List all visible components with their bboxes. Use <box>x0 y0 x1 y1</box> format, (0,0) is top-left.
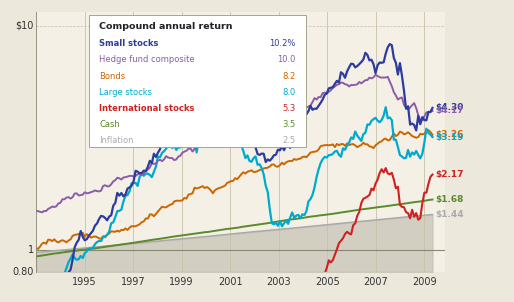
Text: $4.30: $4.30 <box>435 103 464 112</box>
Text: Small stocks: Small stocks <box>99 39 159 48</box>
FancyBboxPatch shape <box>89 15 306 147</box>
Text: 10.2%: 10.2% <box>269 39 296 48</box>
Text: 8.2: 8.2 <box>282 72 296 81</box>
Text: 5.3: 5.3 <box>282 104 296 113</box>
Text: 8.0: 8.0 <box>282 88 296 97</box>
Text: 1: 1 <box>28 245 34 255</box>
Text: $10: $10 <box>15 21 34 31</box>
Text: Inflation: Inflation <box>99 136 134 145</box>
Text: Large stocks: Large stocks <box>99 88 152 97</box>
Text: $2.17: $2.17 <box>435 170 464 179</box>
Text: 2.5: 2.5 <box>282 136 296 145</box>
Text: International stocks: International stocks <box>99 104 195 113</box>
Text: $3.26: $3.26 <box>435 130 464 140</box>
Text: $1.68: $1.68 <box>435 195 464 204</box>
Text: $1.44: $1.44 <box>435 210 464 219</box>
Text: Compound annual return: Compound annual return <box>99 22 233 31</box>
Text: $3.19: $3.19 <box>435 133 464 142</box>
Text: $4.17: $4.17 <box>435 106 464 115</box>
Text: 10.0: 10.0 <box>277 56 296 64</box>
Text: Hedge fund composite: Hedge fund composite <box>99 56 195 64</box>
Text: Bonds: Bonds <box>99 72 125 81</box>
Text: 0.80: 0.80 <box>12 267 34 277</box>
Text: 3.5: 3.5 <box>282 120 296 129</box>
Text: Cash: Cash <box>99 120 120 129</box>
